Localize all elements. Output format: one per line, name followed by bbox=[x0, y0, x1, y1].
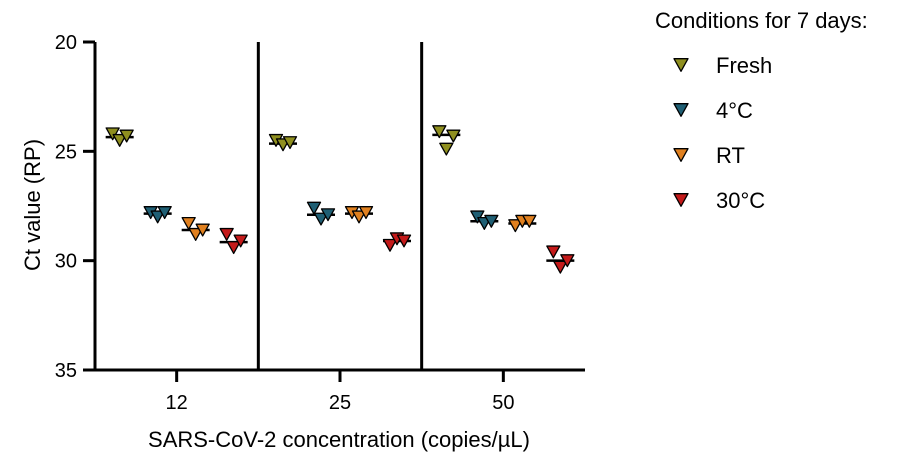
y-tick-label: 35 bbox=[55, 360, 77, 382]
legend-title: Conditions for 7 days: bbox=[655, 8, 868, 33]
legend-entry-label: 4°C bbox=[716, 98, 753, 123]
data-point bbox=[546, 245, 561, 259]
data-point bbox=[219, 227, 234, 241]
data-point bbox=[105, 127, 120, 141]
data-point bbox=[351, 210, 367, 224]
data-point bbox=[432, 125, 447, 139]
data-point bbox=[112, 133, 127, 147]
data-point bbox=[396, 234, 412, 248]
data-point bbox=[446, 129, 461, 143]
legend-entry-label: RT bbox=[716, 143, 745, 168]
legend-marker bbox=[673, 148, 689, 162]
data-point bbox=[560, 254, 575, 268]
legend-marker bbox=[673, 103, 689, 117]
axes bbox=[83, 40, 585, 382]
data-point bbox=[320, 208, 336, 222]
y-tick-label: 20 bbox=[55, 32, 77, 54]
tick-labels: 20 25 30 35 12 25 50 bbox=[55, 32, 515, 414]
x-axis-title: SARS-CoV-2 concentration (copies/µL) bbox=[148, 427, 530, 452]
data-point bbox=[508, 219, 523, 233]
data-point bbox=[282, 136, 298, 150]
data-point bbox=[233, 234, 248, 248]
data-point bbox=[157, 206, 172, 220]
data-point bbox=[150, 210, 165, 224]
data-point bbox=[382, 238, 398, 252]
category-dividers bbox=[256, 42, 424, 370]
data-point bbox=[470, 210, 485, 224]
data-point bbox=[119, 129, 134, 143]
x-tick-label: 25 bbox=[329, 392, 351, 414]
x-tick-label: 50 bbox=[492, 392, 514, 414]
data-point bbox=[439, 142, 454, 156]
data-marks bbox=[105, 125, 575, 274]
data-point bbox=[313, 212, 329, 226]
y-tick-label: 30 bbox=[55, 251, 77, 273]
data-point bbox=[195, 223, 210, 237]
legend-marker bbox=[673, 58, 689, 72]
data-point bbox=[553, 260, 568, 274]
legend: Conditions for 7 days: Fresh 4°C RT 30°C bbox=[655, 8, 868, 213]
data-point bbox=[188, 227, 203, 241]
y-tick-label: 25 bbox=[55, 141, 77, 163]
y-axis-title: Ct value (RP) bbox=[20, 139, 45, 271]
legend-marker bbox=[673, 193, 689, 207]
data-point bbox=[226, 241, 241, 255]
data-point bbox=[522, 214, 537, 228]
data-point bbox=[181, 216, 196, 230]
legend-entry-label: 30°C bbox=[716, 188, 765, 213]
data-point bbox=[306, 201, 322, 215]
legend-entry-label: Fresh bbox=[716, 53, 772, 78]
data-point bbox=[484, 214, 499, 228]
data-point bbox=[358, 206, 374, 220]
x-tick-label: 12 bbox=[166, 392, 188, 414]
